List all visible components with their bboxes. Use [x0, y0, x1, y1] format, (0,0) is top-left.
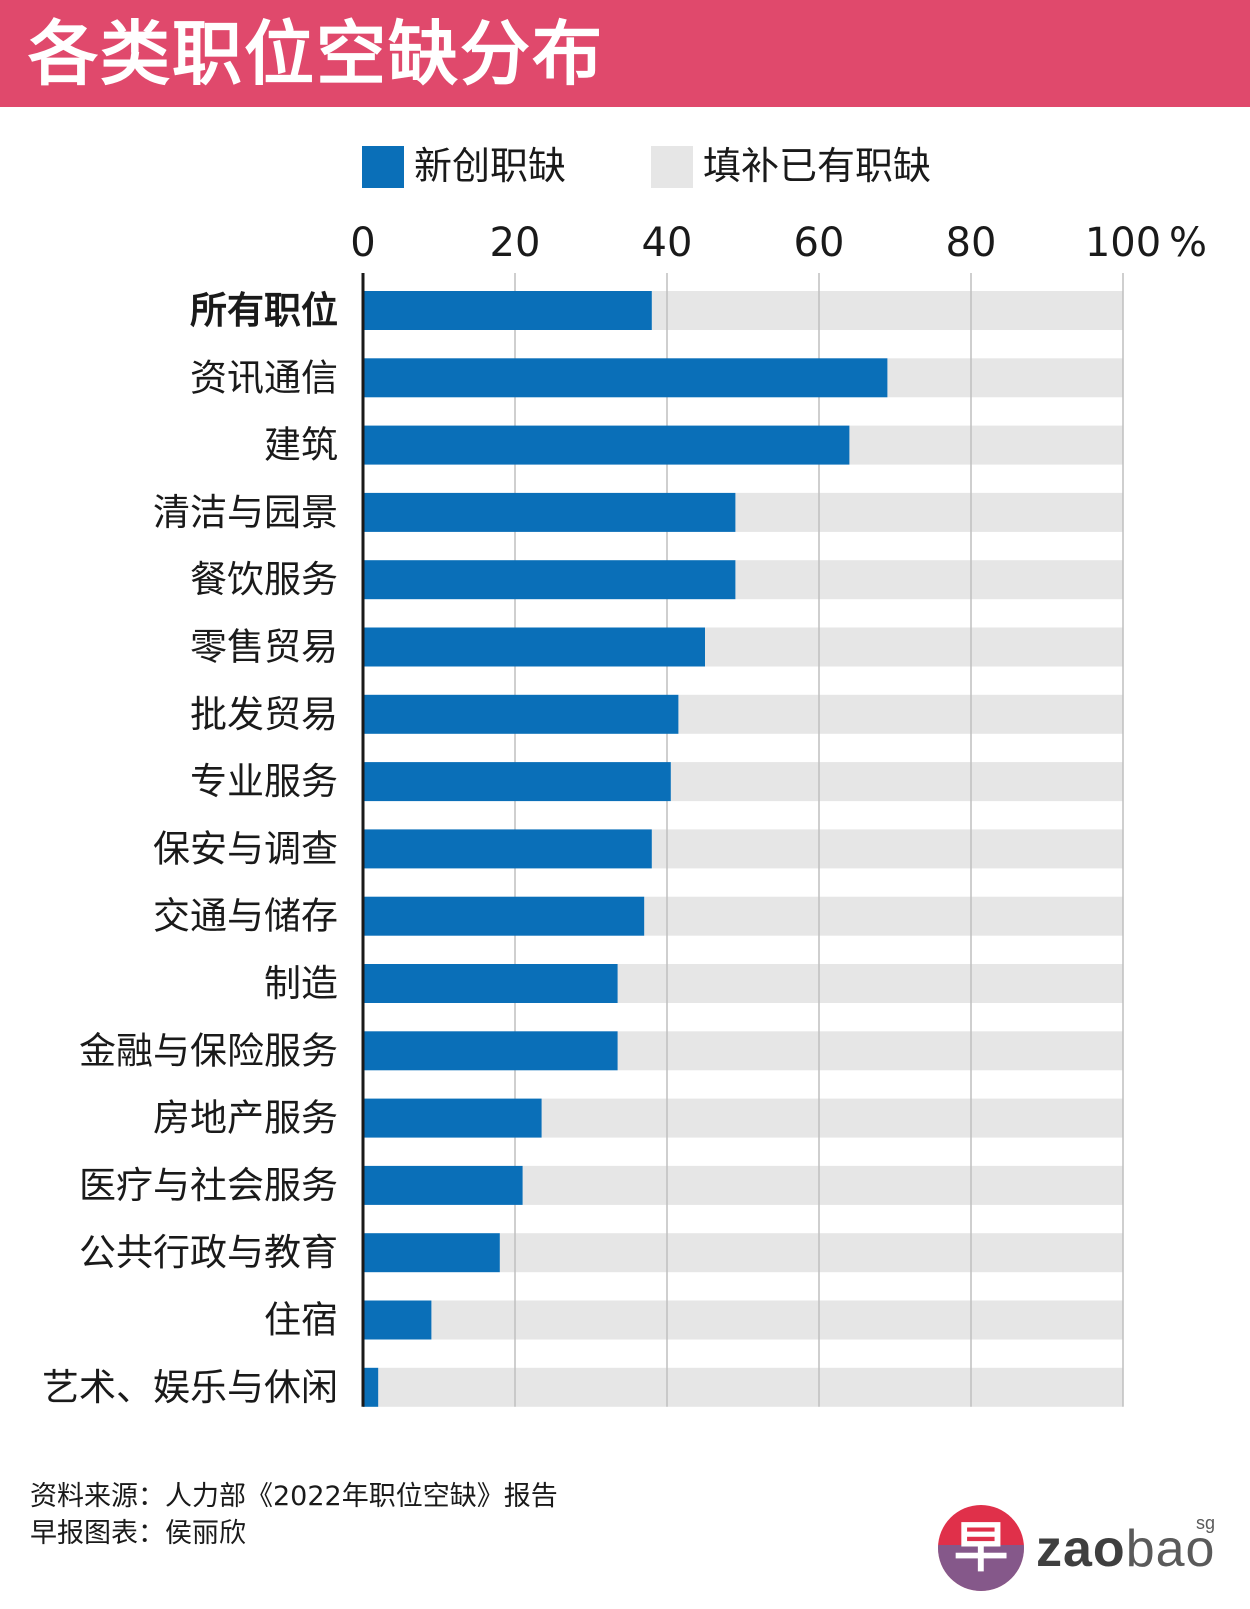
bar-existing-jobs — [522, 1165, 1123, 1205]
category-label: 专业服务 — [190, 760, 338, 803]
bar-existing-jobs — [651, 291, 1123, 330]
legend-swatch-existing-jobs — [651, 146, 693, 188]
bar-existing-jobs — [541, 1098, 1123, 1138]
header-banner: 各类职位空缺分布 — [0, 0, 1250, 107]
category-label: 制造 — [264, 962, 338, 1005]
category-label: 所有职位 — [190, 289, 338, 332]
bar-new-jobs — [363, 492, 736, 532]
bar-new-jobs — [363, 627, 705, 667]
bar-new-jobs — [363, 1367, 379, 1407]
x-tick-label: 40 — [642, 220, 693, 266]
bar-new-jobs — [363, 358, 888, 398]
bar-existing-jobs — [617, 1031, 1123, 1071]
logo-mark: 早 — [938, 1505, 1024, 1591]
legend-swatch-new-jobs — [362, 146, 404, 188]
bar-existing-jobs — [849, 425, 1123, 465]
category-label: 交通与储存 — [153, 895, 338, 938]
bar-existing-jobs — [644, 896, 1123, 936]
category-label: 餐饮服务 — [190, 558, 338, 601]
logo-char: 早 — [954, 1516, 1008, 1579]
category-label: 清洁与园景 — [153, 491, 338, 534]
bar-new-jobs — [363, 560, 736, 600]
bar-new-jobs — [363, 1300, 432, 1340]
category-label: 房地产服务 — [153, 1097, 338, 1140]
bar-new-jobs — [363, 694, 679, 734]
bar-new-jobs — [363, 1233, 500, 1273]
category-label: 资讯通信 — [190, 356, 338, 399]
logo-wordmark: zaobao — [1036, 1520, 1216, 1578]
bar-existing-jobs — [431, 1300, 1123, 1340]
category-label: 艺术、娱乐与休闲 — [42, 1366, 338, 1409]
category-label: 保安与调查 — [153, 827, 338, 870]
bar-existing-jobs — [887, 358, 1123, 398]
x-axis-unit: % — [1169, 220, 1207, 266]
zaobao-logo: 早 zaobao sg — [938, 1505, 1218, 1595]
chart-title: 各类职位空缺分布 — [28, 13, 604, 95]
x-tick-label: 0 — [350, 220, 375, 266]
category-label: 金融与保险服务 — [79, 1029, 338, 1072]
bar-new-jobs — [363, 896, 645, 936]
bar-new-jobs — [363, 964, 618, 1003]
bar-new-jobs — [363, 829, 652, 869]
bar-existing-jobs — [499, 1233, 1123, 1273]
bar-new-jobs — [363, 291, 652, 330]
bar-new-jobs — [363, 1031, 618, 1071]
bar-existing-jobs — [378, 1367, 1123, 1407]
bar-new-jobs — [363, 1165, 523, 1205]
bar-existing-jobs — [705, 627, 1123, 667]
footer-source: 资料来源：人力部《2022年职位空缺》报告 — [30, 1481, 558, 1512]
bar-new-jobs — [363, 762, 671, 802]
bar-existing-jobs — [617, 964, 1123, 1003]
footer-credit: 早报图表：侯丽欣 — [30, 1518, 246, 1549]
category-label: 零售贸易 — [190, 626, 338, 669]
bar-existing-jobs — [735, 492, 1123, 532]
bar-existing-jobs — [670, 762, 1123, 802]
legend-label-existing-jobs: 填补已有职缺 — [703, 144, 932, 188]
bar-existing-jobs — [651, 829, 1123, 869]
bar-new-jobs — [363, 1098, 542, 1138]
logo-suffix: sg — [1196, 1513, 1216, 1533]
x-tick-label: 60 — [794, 220, 845, 266]
legend-label-new-jobs: 新创职缺 — [414, 144, 567, 188]
x-tick-label: 20 — [490, 220, 541, 266]
bar-existing-jobs — [735, 560, 1123, 600]
category-label: 公共行政与教育 — [79, 1231, 338, 1274]
x-tick-label: 80 — [946, 220, 997, 266]
category-label: 批发贸易 — [190, 693, 338, 736]
category-label: 住宿 — [264, 1299, 338, 1342]
bar-new-jobs — [363, 425, 850, 465]
category-label: 建筑 — [264, 424, 338, 467]
bar-existing-jobs — [678, 694, 1123, 734]
x-tick-label: 100 — [1085, 220, 1161, 266]
category-label: 医疗与社会服务 — [79, 1164, 338, 1207]
